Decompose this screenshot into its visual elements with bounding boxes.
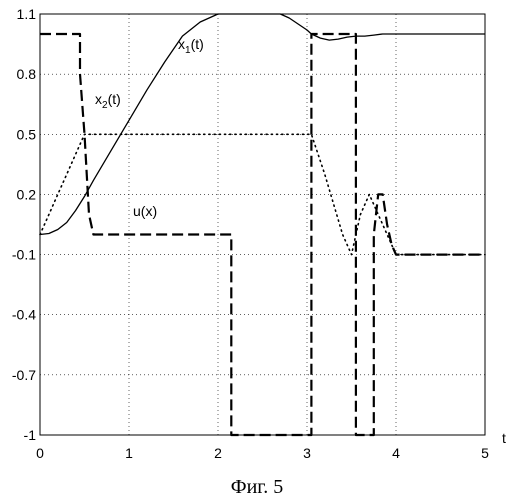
series-line-2 — [40, 134, 485, 254]
series-lines — [40, 14, 485, 435]
series-line-1 — [40, 14, 485, 235]
series-label-3: u(x) — [133, 203, 157, 219]
y-tick-label: 0.5 — [17, 126, 37, 142]
x-tick-label: 2 — [214, 445, 222, 461]
y-tick-label: 0.2 — [17, 186, 37, 202]
x-tick-label: 3 — [303, 445, 311, 461]
y-tick-label: -1 — [24, 427, 37, 443]
series-label-main: x — [95, 91, 102, 107]
y-tick-label: -0.1 — [12, 247, 36, 263]
y-tick-label: 1.1 — [17, 6, 37, 22]
tick-labels: 0 1 2 3 4 5 1.1 0.8 0.5 0.2 -0.1 -0.4 -0.7 -1 — [12, 6, 489, 461]
series-label-2: x2(t) — [95, 91, 121, 111]
series-label-rest: (t) — [108, 91, 121, 107]
x-axis-label: t — [502, 430, 506, 446]
x-tick-label: 1 — [125, 445, 133, 461]
grid — [40, 14, 485, 435]
figure-caption: Фиг. 5 — [231, 476, 283, 498]
x-tick-label: 5 — [481, 445, 489, 461]
y-tick-label: -0.7 — [12, 367, 36, 383]
series-label-main: x — [178, 36, 185, 52]
x-tick-label: 0 — [36, 445, 44, 461]
series-label-rest: (t) — [191, 36, 204, 52]
series-labels: x1(t) x2(t) u(x) — [95, 36, 204, 219]
x-tick-label: 4 — [392, 445, 400, 461]
plot-frame — [40, 14, 485, 435]
y-tick-label: 0.8 — [17, 66, 37, 82]
y-tick-label: -0.4 — [12, 307, 36, 323]
series-label-main: u(x) — [133, 203, 157, 219]
series-label-1: x1(t) — [178, 36, 204, 56]
